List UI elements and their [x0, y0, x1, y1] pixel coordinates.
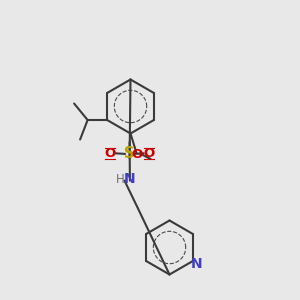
Text: O: O — [143, 147, 155, 160]
Text: O: O — [131, 148, 142, 161]
Text: N: N — [191, 257, 202, 271]
Text: S: S — [124, 146, 135, 161]
Text: H: H — [116, 172, 124, 186]
Text: O: O — [104, 147, 116, 160]
Text: N: N — [124, 172, 136, 186]
